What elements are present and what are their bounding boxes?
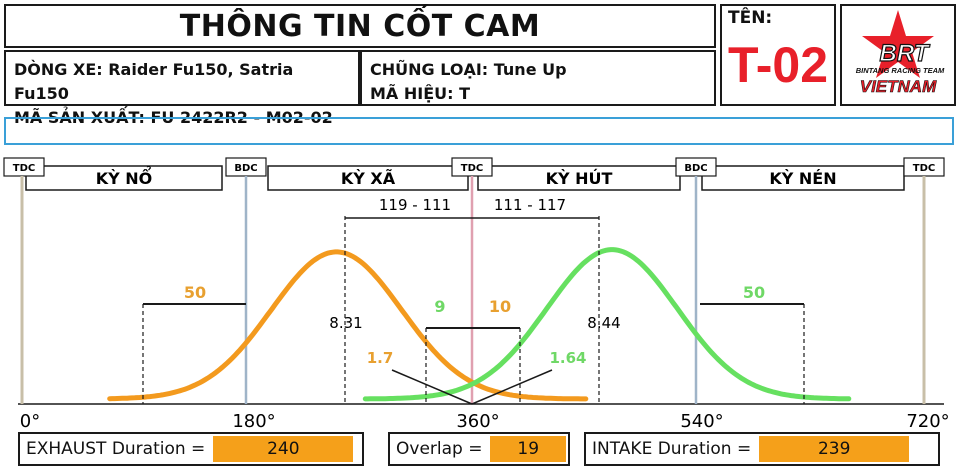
type-line: CHŨNG LOẠI: Tune Up	[370, 60, 567, 79]
cam-timing-diagram: KỲ NỔ KỲ XÃ KỲ HÚT KỲ NÉN TDC BDC TDC BD…	[3, 157, 950, 430]
vehicle-info: DÒNG XE: Raider Fu150, Satria Fu150 MÃ S…	[4, 50, 360, 127]
intake-duration-value: 239	[759, 436, 910, 462]
type-info: CHŨNG LOẠI: Tune Up MÃ HIỆU: T	[360, 50, 716, 106]
exhaust-tdc-lift-label: 1.7	[367, 349, 394, 367]
degree-label: 540°	[680, 411, 723, 430]
blank-bar	[4, 117, 954, 145]
logo-star-icon	[862, 10, 934, 78]
exhaust-tdc-leader	[391, 369, 473, 405]
exhaust-close-label: 9	[434, 297, 445, 316]
intake-center-label: 111 - 117	[494, 196, 566, 214]
logo-brand: BRT	[880, 40, 931, 67]
marker-label: TDC	[461, 163, 483, 174]
logo-country: VIETNAM	[860, 77, 937, 96]
marker-label: BDC	[234, 163, 257, 174]
marker-label: TDC	[13, 163, 35, 174]
exhaust-duration-label: EXHAUST Duration =	[26, 439, 206, 459]
intake-tdc-leader	[471, 369, 553, 405]
intake-tdc-lift-label: 1.64	[549, 349, 586, 367]
marker-label: TDC	[913, 163, 935, 174]
brt-logo-graphic: BRT BINTANG RACING TEAM VIETNAM	[856, 10, 945, 96]
degree-label: 360°	[456, 411, 499, 430]
intake-lift-label: 8.44	[587, 314, 620, 332]
exhaust-lift-curve	[107, 249, 589, 402]
stroke-box-exhaust	[267, 165, 469, 191]
degree-label: 720°	[906, 411, 949, 430]
name-value: T-02	[727, 37, 829, 93]
overlap-value: 19	[490, 436, 566, 462]
stroke-label: KỲ XÃ	[341, 169, 396, 188]
exhaust-lift-label: 8.31	[329, 314, 362, 332]
stroke-label: KỲ HÚT	[546, 169, 613, 188]
intake-close-label: 50	[743, 283, 765, 302]
degree-label: 180°	[232, 411, 275, 430]
intake-duration-label: INTAKE Duration =	[592, 439, 752, 459]
intake-open-label: 10	[489, 297, 511, 316]
vehicle-line: DÒNG XE: Raider Fu150, Satria Fu150	[14, 60, 294, 103]
brt-logo: BRT BINTANG RACING TEAM VIETNAM	[840, 4, 956, 106]
marker-tabs: TDC BDC TDC BDC TDC	[3, 157, 945, 177]
exhaust-duration-box: EXHAUST Duration = 240	[18, 432, 364, 466]
stroke-box-intake	[477, 165, 681, 191]
marker-tab	[3, 157, 45, 177]
stroke-box-compression	[701, 165, 905, 191]
page-title: THÔNG TIN CỐT CAM	[4, 4, 716, 48]
model-line: MÃ HIỆU: T	[370, 84, 471, 103]
stroke-label: KỲ NÉN	[769, 169, 836, 188]
exhaust-open-label: 50	[184, 283, 206, 302]
overlap-box: Overlap = 19	[388, 432, 570, 466]
stroke-box-power	[25, 165, 223, 191]
stroke-label: KỲ NỔ	[96, 166, 153, 188]
intake-duration-box: INTAKE Duration = 239	[584, 432, 940, 466]
name-box: TÊN: T-02	[720, 4, 836, 106]
name-label: TÊN:	[728, 8, 773, 28]
overlap-label: Overlap =	[396, 439, 483, 459]
logo-team: BINTANG RACING TEAM	[856, 66, 945, 75]
marker-label: BDC	[684, 163, 707, 174]
exhaust-center-label: 119 - 111	[379, 196, 451, 214]
exhaust-duration-value: 240	[213, 436, 354, 462]
degree-label: 0°	[20, 411, 40, 430]
